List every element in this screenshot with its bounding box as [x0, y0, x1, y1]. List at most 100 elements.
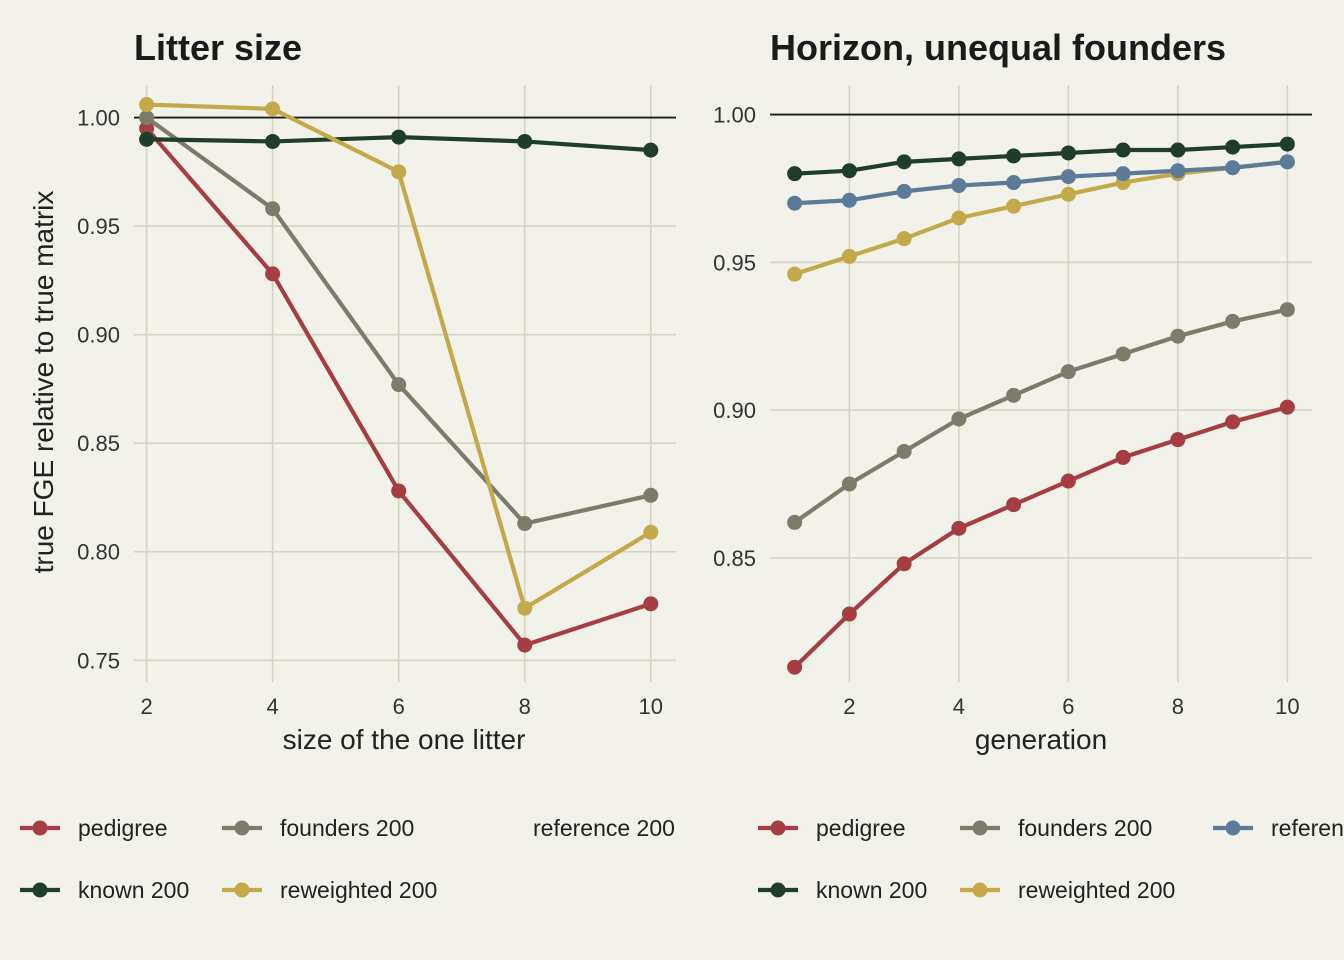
chart-title: Horizon, unequal founders	[770, 27, 1226, 68]
data-point	[841, 163, 857, 179]
data-point	[1279, 136, 1295, 152]
series-reweighted-200	[139, 97, 659, 616]
legend-item: reweighted 200	[960, 877, 1175, 903]
x-tick-label: 6	[1062, 694, 1074, 719]
legend-label: reference 200	[533, 815, 675, 841]
x-tick-label: 2	[843, 694, 855, 719]
legend-key-point	[234, 882, 250, 898]
data-point	[1279, 302, 1295, 318]
grid-layer	[770, 85, 1312, 682]
data-point	[787, 166, 803, 182]
series-known-200	[787, 136, 1295, 182]
data-point	[1279, 154, 1295, 170]
data-point	[1279, 399, 1295, 415]
y-tick-label: 0.95	[77, 214, 120, 239]
data-point	[841, 192, 857, 208]
series-line	[794, 159, 1288, 206]
data-point	[1115, 449, 1131, 465]
data-point	[951, 411, 967, 427]
series-reference-200	[787, 154, 1295, 211]
data-point	[896, 556, 912, 572]
data-point	[391, 129, 407, 145]
data-point	[896, 443, 912, 459]
x-tick-label: 6	[393, 694, 405, 719]
legend-label: reweighted 200	[1018, 877, 1175, 903]
y-tick-label: 0.90	[713, 398, 756, 423]
panel-horizon: Horizon, unequal founders generation 2 4 6…	[713, 27, 1344, 903]
x-tick-label: 8	[519, 694, 531, 719]
legend-label: founders 200	[280, 815, 414, 841]
data-point	[139, 97, 155, 113]
data-point	[139, 131, 155, 147]
legend-item: reference 200	[1213, 815, 1344, 841]
legend-item: founders 200	[960, 815, 1152, 841]
y-tick-label: 0.90	[77, 323, 120, 348]
legend-key-point	[972, 882, 988, 898]
legend-key-point	[1225, 820, 1241, 836]
data-point	[643, 596, 659, 612]
data-point	[787, 514, 803, 530]
x-tick-label: 2	[140, 694, 152, 719]
data-point	[517, 133, 533, 149]
data-point	[391, 164, 407, 180]
data-point	[1170, 163, 1186, 179]
data-point	[1225, 414, 1241, 430]
x-tick-label: 10	[1275, 694, 1299, 719]
legend-label: reweighted 200	[280, 877, 437, 903]
legend-key-point	[770, 820, 786, 836]
data-point	[1115, 346, 1131, 362]
y-tick-label: 0.80	[77, 540, 120, 565]
data-point	[787, 659, 803, 675]
data-point	[643, 487, 659, 503]
y-tick-label: 1.00	[713, 103, 756, 128]
panel-litter-size: Litter size size of the one litter true …	[20, 27, 676, 903]
data-point	[1006, 198, 1022, 214]
legend-item: pedigree	[758, 815, 906, 841]
legend-key-point	[32, 882, 48, 898]
data-point	[1060, 169, 1076, 185]
legend: pedigree founders 200 reference 200 known 2…	[758, 815, 1344, 903]
legend-label: known 200	[816, 877, 927, 903]
chart-title: Litter size	[134, 27, 302, 68]
data-point	[896, 231, 912, 247]
data-point	[517, 516, 533, 532]
data-point	[265, 101, 281, 117]
legend-item: reweighted 200	[222, 877, 437, 903]
y-tick-label: 0.85	[77, 431, 120, 456]
series-known-200	[139, 129, 659, 158]
data-point	[391, 377, 407, 393]
legend-key-point	[770, 882, 786, 898]
legend-item: known 200	[758, 877, 927, 903]
data-point	[1170, 328, 1186, 344]
data-point	[1060, 145, 1076, 161]
data-point	[139, 120, 155, 136]
data-point	[643, 524, 659, 540]
legend-label: reference 200	[1271, 815, 1344, 841]
data-point	[1225, 313, 1241, 329]
y-tick-label: 0.85	[713, 546, 756, 571]
data-point	[1006, 497, 1022, 513]
data-point	[1170, 432, 1186, 448]
data-point	[1225, 139, 1241, 155]
y-tick-label: 0.75	[77, 648, 120, 673]
data-point	[1060, 473, 1076, 489]
x-axis-label: size of the one litter	[283, 724, 526, 755]
data-point	[1006, 148, 1022, 164]
series-line	[794, 142, 1288, 176]
data-point	[841, 606, 857, 622]
legend-key-point	[32, 820, 48, 836]
legend: pedigree founders 200 reference 200 known 2…	[20, 815, 675, 903]
series-line	[793, 307, 1288, 525]
legend-key-point	[234, 820, 250, 836]
data-point	[517, 600, 533, 616]
data-point	[1006, 387, 1022, 403]
series-founders-200	[787, 302, 1295, 530]
data-point	[265, 266, 281, 282]
series-pedigree	[139, 120, 659, 653]
legend-label: founders 200	[1018, 815, 1152, 841]
data-point	[841, 248, 857, 264]
legend-item: known 200	[20, 877, 189, 903]
series-founders-200	[139, 110, 659, 532]
series-line	[793, 405, 1288, 669]
data-point	[643, 142, 659, 158]
